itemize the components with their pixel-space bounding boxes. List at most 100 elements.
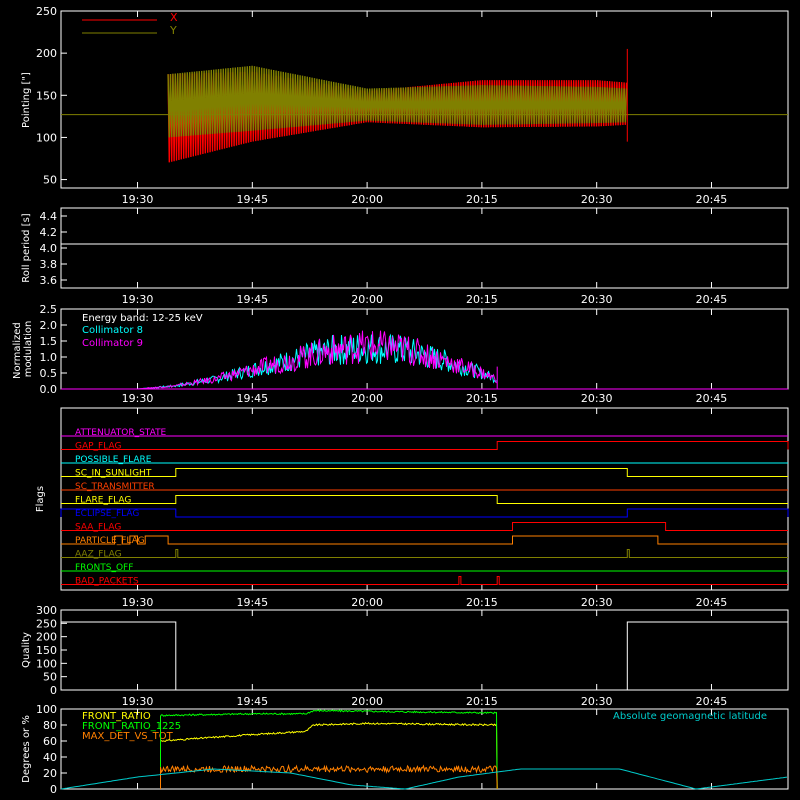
- y-tick-label: 50: [43, 174, 57, 187]
- y-tick-label: 0.0: [40, 383, 58, 396]
- degrees-legend: FRONT_RATIO FRONT_RATIO_1225 MAX_DET_VS_…: [82, 711, 767, 742]
- y-tick-label: 4.0: [40, 242, 58, 255]
- flag-line: [61, 535, 788, 545]
- y-tick-label: 50: [43, 671, 57, 684]
- y-tick-label: 4.4: [40, 210, 58, 223]
- flag-label: BAD_PACKETS: [75, 577, 139, 587]
- y-tick-label: 250: [36, 5, 57, 18]
- flag-line: [61, 522, 788, 531]
- chart-marks: 19:30 19:45 20:00 20:15 20:30 20:45 19:30 19:45…: [36, 5, 789, 796]
- geomag-label: Absolute geomagnetic latitude: [613, 711, 767, 722]
- x-tick-label: 20:30: [581, 193, 613, 206]
- x-tick-label: 19:30: [122, 193, 154, 206]
- x-tick-label: 20:30: [581, 596, 613, 609]
- x-tick-label: 20:45: [696, 695, 728, 708]
- x-tick-label: 19:45: [236, 695, 268, 708]
- y-tick-label: 0.5: [40, 367, 58, 380]
- geomag-series: [60, 768, 788, 790]
- front-ratio-series: [160, 721, 498, 790]
- flag-line: [61, 468, 788, 477]
- y-tick-label: 100: [36, 703, 57, 716]
- degrees-ylabel: Degrees or %: [21, 715, 32, 783]
- x-tick-label: 19:45: [236, 596, 268, 609]
- flag-label: GAP_FLAG: [75, 442, 121, 452]
- front-ratio-label: FRONT_RATIO: [82, 711, 151, 722]
- quality-ylabel: Quality: [21, 632, 32, 668]
- flag-line: [61, 549, 788, 558]
- y-tick-label: 100: [36, 657, 57, 670]
- x-tick-label: 19:30: [122, 596, 154, 609]
- x-tick-label: 20:15: [466, 596, 498, 609]
- x-tick-label: 20:30: [581, 293, 613, 306]
- flag-label: FRONTS_OFF: [75, 563, 133, 573]
- flags-ylabel: Flags: [35, 486, 46, 512]
- modulation-ylabel-line2: modulation: [23, 321, 34, 378]
- modulation-legend: Energy band: 12-25 keV Collimator 8 Coll…: [82, 313, 203, 349]
- y-tick-label: 2.0: [40, 319, 58, 332]
- x-tick-label: 19:45: [236, 392, 268, 405]
- y-tick-label: 3.8: [40, 258, 58, 271]
- x-tick-label: 19:30: [122, 695, 154, 708]
- y-tick-label: 0: [50, 783, 57, 796]
- front-ratio-1225-series: [160, 709, 498, 790]
- x-tick-label: 20:00: [351, 596, 383, 609]
- flag-label: SC_IN_SUNLIGHT: [75, 469, 152, 479]
- max-det-vs-tot-series: [160, 763, 498, 790]
- x-tick-label: 19:45: [236, 293, 268, 306]
- collimator8-series: [137, 333, 497, 390]
- pointing-legend: X Y: [82, 11, 178, 37]
- x-tick-label: 19:30: [122, 392, 154, 405]
- flag-label: SAA_FLAG: [75, 523, 121, 533]
- modulation-ylabel: Normalized modulation: [12, 319, 34, 379]
- y-tick-label: 100: [36, 131, 57, 144]
- y-tick-label: 80: [43, 719, 57, 732]
- collimator9-series: [137, 330, 497, 390]
- collimator8-label: Collimator 8: [82, 325, 143, 336]
- x-tick-label: 19:30: [122, 293, 154, 306]
- x-tick-label: 20:00: [351, 392, 383, 405]
- collimator9-label: Collimator 9: [82, 338, 143, 349]
- panel-flags-frame: [60, 407, 789, 591]
- y-tick-label: 60: [43, 735, 57, 748]
- x-tick-label: 20:00: [351, 293, 383, 306]
- flag-label: AAZ_FLAG: [75, 550, 122, 560]
- quality-series: [61, 621, 788, 691]
- max-det-vs-tot-label: MAX_DET_VS_TOT: [82, 731, 174, 742]
- y-tick-label: 4.2: [40, 226, 58, 239]
- legend-x-label: X: [170, 11, 178, 24]
- y-tick-label: 200: [36, 47, 57, 60]
- panel-pointing-frame: [60, 10, 789, 189]
- y-tick-label: 150: [36, 89, 57, 102]
- roll-ylabel: Roll period [s]: [21, 213, 32, 282]
- flag-label: POSSIBLE_FLARE: [75, 455, 152, 465]
- legend-y-label: Y: [169, 24, 177, 37]
- flag-label: ECLIPSE_FLAG: [75, 509, 139, 519]
- x-tick-label: 20:15: [466, 193, 498, 206]
- x-tick-label: 20:45: [696, 596, 728, 609]
- x-tick-label: 20:15: [466, 392, 498, 405]
- flag-line: [61, 576, 788, 585]
- flag-line: [60, 508, 789, 518]
- x-tick-label: 20:30: [581, 695, 613, 708]
- front-ratio-1225-label: FRONT_RATIO_1225: [82, 721, 181, 732]
- panel-degrees-frame: [60, 708, 789, 790]
- y-tick-label: 1.0: [40, 351, 58, 364]
- y-tick-label: 0: [50, 684, 57, 697]
- y-tick-label: 1.5: [40, 335, 58, 348]
- x-tick-label: 20:30: [581, 392, 613, 405]
- y-tick-label: 2.5: [40, 303, 58, 316]
- flag-label: FLARE_FLAG: [75, 496, 131, 506]
- flag-label: SC_TRANSMITTER: [75, 482, 155, 492]
- x-tick-label: 20:45: [696, 293, 728, 306]
- flag-label: ATTENUATOR_STATE: [75, 428, 167, 438]
- pointing-ylabel: Pointing ["]: [21, 72, 32, 128]
- y-tick-label: 250: [36, 617, 57, 630]
- x-tick-label: 20:15: [466, 695, 498, 708]
- flag-label: PARTICLE_FLAG: [75, 536, 145, 546]
- flag-line: [61, 495, 788, 504]
- flag-line: [61, 441, 789, 450]
- x-tick-label: 20:45: [696, 392, 728, 405]
- y-tick-label: 40: [43, 751, 57, 764]
- x-tick-label: 20:45: [696, 193, 728, 206]
